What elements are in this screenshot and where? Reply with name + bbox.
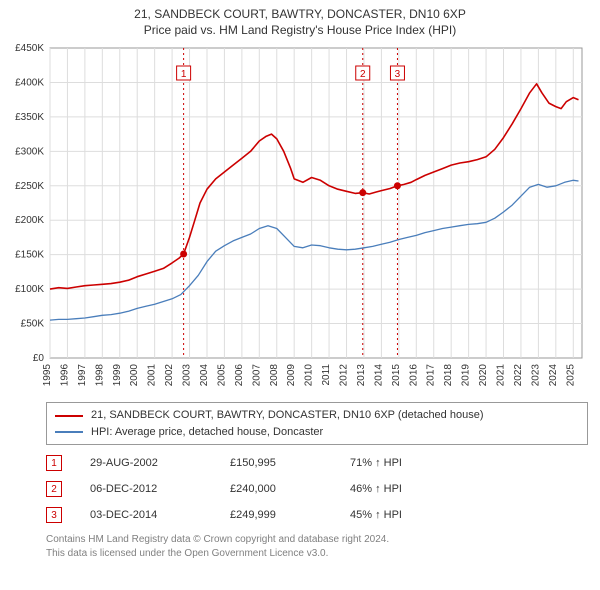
svg-text:3: 3 xyxy=(395,69,401,80)
sale-row: 2 06-DEC-2012£240,00046% ↑ HPI xyxy=(46,481,588,497)
svg-text:1996: 1996 xyxy=(59,364,70,387)
svg-text:2013: 2013 xyxy=(356,364,367,387)
svg-text:2008: 2008 xyxy=(269,364,280,387)
svg-text:2019: 2019 xyxy=(461,364,472,387)
svg-text:2009: 2009 xyxy=(286,364,297,387)
sale-hpi-relative: 46% ↑ HPI xyxy=(350,483,402,495)
svg-text:2017: 2017 xyxy=(426,364,437,387)
footer-attribution: Contains HM Land Registry data © Crown c… xyxy=(46,533,588,560)
svg-text:2023: 2023 xyxy=(530,364,541,387)
svg-text:2004: 2004 xyxy=(199,364,210,387)
svg-text:£150K: £150K xyxy=(15,250,44,261)
svg-text:2024: 2024 xyxy=(548,364,559,387)
svg-text:2014: 2014 xyxy=(373,364,384,387)
legend-swatch xyxy=(55,415,83,417)
svg-text:2007: 2007 xyxy=(251,364,262,387)
sale-price: £249,999 xyxy=(230,509,350,521)
svg-text:2003: 2003 xyxy=(182,364,193,387)
svg-text:1995: 1995 xyxy=(42,364,53,387)
svg-text:2021: 2021 xyxy=(496,364,507,387)
svg-text:2022: 2022 xyxy=(513,364,524,387)
svg-text:2012: 2012 xyxy=(339,364,350,387)
svg-text:1999: 1999 xyxy=(112,364,123,387)
sale-date: 29-AUG-2002 xyxy=(90,457,230,469)
sale-marker-box: 3 xyxy=(46,507,62,523)
footer-line-2: This data is licensed under the Open Gov… xyxy=(46,547,588,561)
legend-label: 21, SANDBECK COURT, BAWTRY, DONCASTER, D… xyxy=(91,407,483,424)
legend-label: HPI: Average price, detached house, Donc… xyxy=(91,424,323,441)
footer-line-1: Contains HM Land Registry data © Crown c… xyxy=(46,533,588,547)
chart-area: £0£50K£100K£150K£200K£250K£300K£350K£400… xyxy=(46,44,590,394)
svg-text:£350K: £350K xyxy=(15,112,44,123)
title-line-1: 21, SANDBECK COURT, BAWTRY, DONCASTER, D… xyxy=(0,6,600,22)
sale-hpi-relative: 71% ↑ HPI xyxy=(350,457,402,469)
svg-text:2015: 2015 xyxy=(391,364,402,387)
svg-text:2001: 2001 xyxy=(147,364,158,387)
svg-text:£400K: £400K xyxy=(15,78,44,89)
chart-container: 21, SANDBECK COURT, BAWTRY, DONCASTER, D… xyxy=(0,0,600,590)
sale-price: £240,000 xyxy=(230,483,350,495)
sale-hpi-relative: 45% ↑ HPI xyxy=(350,509,402,521)
sale-price: £150,995 xyxy=(230,457,350,469)
svg-text:2000: 2000 xyxy=(129,364,140,387)
svg-text:£0: £0 xyxy=(33,353,45,364)
legend-row: 21, SANDBECK COURT, BAWTRY, DONCASTER, D… xyxy=(55,407,579,424)
svg-text:1998: 1998 xyxy=(94,364,105,387)
sale-date: 03-DEC-2014 xyxy=(90,509,230,521)
legend-swatch xyxy=(55,431,83,433)
sales-table: 1 29-AUG-2002£150,99571% ↑ HPI 2 06-DEC-201… xyxy=(46,455,588,523)
svg-text:£100K: £100K xyxy=(15,284,44,295)
svg-text:2002: 2002 xyxy=(164,364,175,387)
sale-date: 06-DEC-2012 xyxy=(90,483,230,495)
sale-marker-box: 1 xyxy=(46,455,62,471)
svg-text:£250K: £250K xyxy=(15,181,44,192)
svg-text:2018: 2018 xyxy=(443,364,454,387)
svg-text:2011: 2011 xyxy=(321,364,332,386)
line-chart-svg: £0£50K£100K£150K£200K£250K£300K£350K£400… xyxy=(46,44,586,394)
svg-text:1: 1 xyxy=(181,69,187,80)
svg-text:2025: 2025 xyxy=(565,364,576,387)
sale-marker-box: 2 xyxy=(46,481,62,497)
svg-text:2010: 2010 xyxy=(304,364,315,387)
title-line-2: Price paid vs. HM Land Registry's House … xyxy=(0,22,600,38)
legend-row: HPI: Average price, detached house, Donc… xyxy=(55,424,579,441)
chart-title: 21, SANDBECK COURT, BAWTRY, DONCASTER, D… xyxy=(0,0,600,38)
svg-text:£50K: £50K xyxy=(21,319,45,330)
legend-box: 21, SANDBECK COURT, BAWTRY, DONCASTER, D… xyxy=(46,402,588,445)
svg-text:£200K: £200K xyxy=(15,216,44,227)
svg-text:1997: 1997 xyxy=(77,364,88,387)
svg-text:2: 2 xyxy=(360,69,366,80)
svg-text:£300K: £300K xyxy=(15,147,44,158)
svg-text:2020: 2020 xyxy=(478,364,489,387)
svg-text:£450K: £450K xyxy=(15,43,44,54)
sale-row: 1 29-AUG-2002£150,99571% ↑ HPI xyxy=(46,455,588,471)
svg-text:2016: 2016 xyxy=(408,364,419,387)
sale-row: 3 03-DEC-2014£249,99945% ↑ HPI xyxy=(46,507,588,523)
svg-text:2005: 2005 xyxy=(216,364,227,387)
svg-text:2006: 2006 xyxy=(234,364,245,387)
